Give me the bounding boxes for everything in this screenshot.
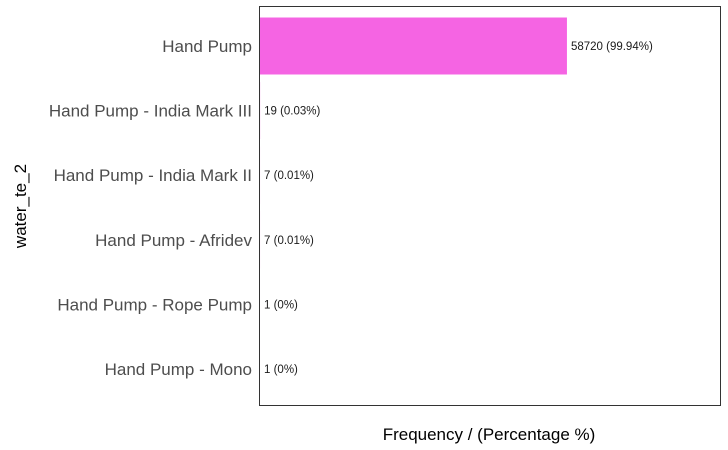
category-label: Hand Pump - Rope Pump (57, 295, 252, 314)
data-label: 58720 (99.94%) (571, 41, 653, 53)
category-label: Hand Pump - India Mark III (49, 102, 252, 121)
data-label: 1 (0%) (264, 364, 298, 376)
data-label: 7 (0.01%) (264, 170, 314, 182)
data-labels: 58720 (99.94%) 19 (0.03%) 7 (0.01%) 7 (0.01… (264, 41, 653, 376)
data-label: 1 (0%) (264, 299, 298, 311)
category-labels: Hand Pump Hand Pump - India Mark III Hand … (49, 37, 253, 379)
plot-panel-border (259, 6, 721, 406)
category-label: Hand Pump - Afridev (95, 231, 252, 250)
bars-layer (260, 17, 567, 398)
category-label: Hand Pump - Mono (105, 360, 252, 379)
category-label: Hand Pump (162, 37, 252, 56)
bar (260, 17, 567, 75)
data-label: 19 (0.03%) (264, 106, 320, 118)
category-label: Hand Pump - India Mark II (54, 166, 252, 185)
x-axis-title: Frequency / (Percentage %) (383, 425, 596, 444)
data-label: 7 (0.01%) (264, 235, 314, 247)
y-axis-title: water_te_2 (11, 164, 30, 249)
